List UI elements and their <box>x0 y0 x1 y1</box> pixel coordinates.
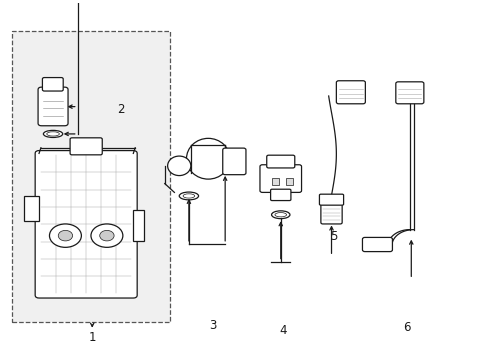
Ellipse shape <box>183 194 194 198</box>
Bar <box>12 31 169 322</box>
Bar <box>23 196 39 221</box>
Circle shape <box>100 230 114 241</box>
Ellipse shape <box>274 213 286 217</box>
Ellipse shape <box>167 156 190 176</box>
Text: 1: 1 <box>88 331 96 344</box>
Text: 4: 4 <box>279 324 286 337</box>
FancyBboxPatch shape <box>38 87 68 126</box>
FancyBboxPatch shape <box>223 148 245 175</box>
Bar <box>271 178 279 185</box>
FancyBboxPatch shape <box>319 194 343 205</box>
FancyBboxPatch shape <box>395 82 423 104</box>
Ellipse shape <box>43 130 62 138</box>
Ellipse shape <box>47 132 59 136</box>
FancyBboxPatch shape <box>362 238 392 252</box>
Bar <box>133 210 143 241</box>
Circle shape <box>91 224 122 247</box>
FancyBboxPatch shape <box>266 155 294 168</box>
Circle shape <box>58 230 72 241</box>
Text: 2: 2 <box>117 103 125 116</box>
Text: 6: 6 <box>402 321 409 334</box>
FancyBboxPatch shape <box>35 150 137 298</box>
FancyBboxPatch shape <box>336 81 365 104</box>
Text: 3: 3 <box>209 319 216 332</box>
FancyBboxPatch shape <box>42 77 63 91</box>
FancyBboxPatch shape <box>320 203 342 224</box>
Ellipse shape <box>179 192 198 200</box>
FancyBboxPatch shape <box>260 165 301 192</box>
Ellipse shape <box>186 138 229 179</box>
Ellipse shape <box>271 211 289 219</box>
Bar <box>285 178 292 185</box>
FancyBboxPatch shape <box>70 138 102 155</box>
Circle shape <box>49 224 81 247</box>
Text: 5: 5 <box>329 230 337 243</box>
FancyBboxPatch shape <box>270 189 290 201</box>
